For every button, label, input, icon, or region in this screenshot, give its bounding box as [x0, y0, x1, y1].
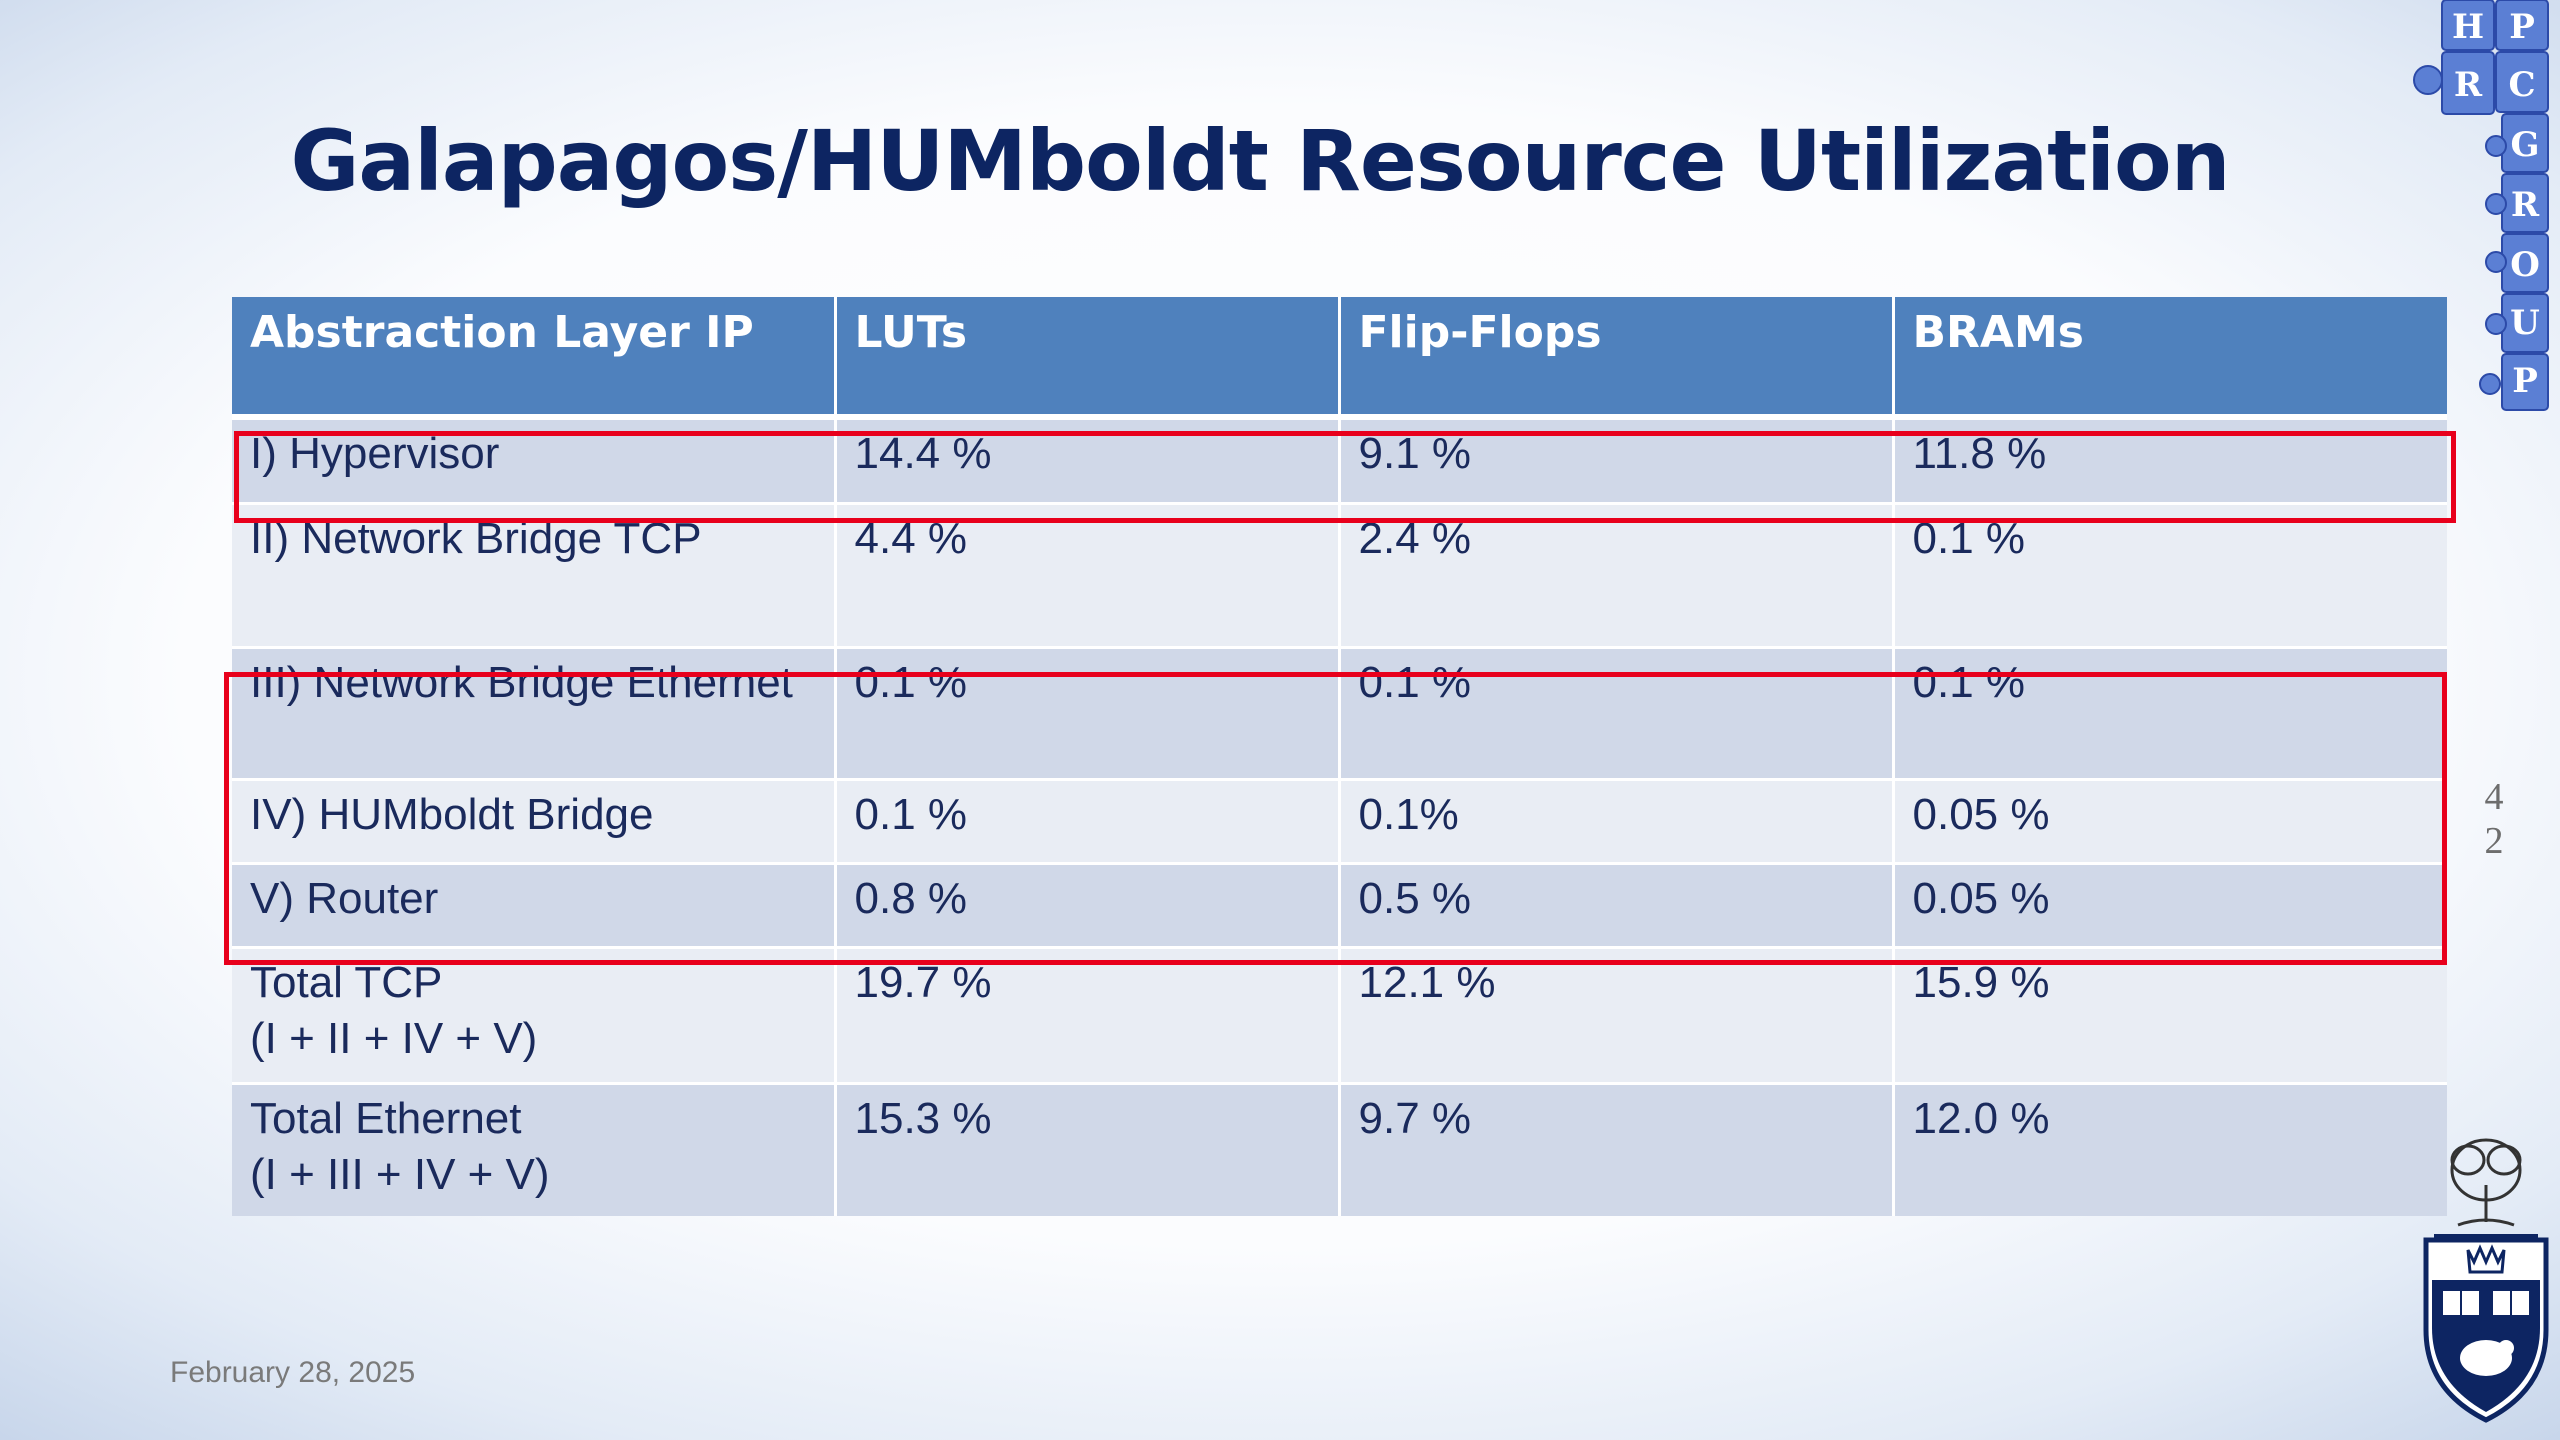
logo-letter: C	[2508, 65, 2535, 105]
logo-letter: P	[2512, 361, 2538, 401]
puzzle-logo-icon: H P R C G R O U P	[2413, 0, 2549, 411]
table-row: Total TCP (I + II + IV + V) 19.7 % 12.1 …	[232, 945, 2447, 1083]
row-ip: Total Ethernet (I + III + IV + V)	[232, 1081, 835, 1216]
logo-letter: U	[2510, 303, 2540, 343]
row-brams: 0.05 %	[1891, 777, 2447, 863]
row-ip-formula: (I + III + IV + V)	[250, 1149, 550, 1199]
table-row: III) Network Bridge Ethernet 0.1 % 0.1 %…	[232, 645, 2447, 779]
page-number-digit: 2	[2484, 820, 2504, 862]
table-row: II) Network Bridge TCP 4.4 % 2.4 % 0.1 %	[232, 501, 2447, 647]
row-ip: V) Router	[232, 861, 835, 947]
table-row: I) Hypervisor 14.4 % 9.1 % 11.8 %	[232, 415, 2447, 503]
logo-letter: R	[2511, 185, 2540, 225]
row-flip-flops: 2.4 %	[1337, 501, 1893, 647]
table-row: IV) HUMboldt Bridge 0.1 % 0.1% 0.05 %	[232, 777, 2447, 863]
row-luts: 0.1 %	[833, 645, 1339, 779]
row-ip-formula: (I + II + IV + V)	[250, 1013, 538, 1063]
university-crest-icon	[2423, 1138, 2549, 1423]
table-row: Total Ethernet (I + III + IV + V) 15.3 %…	[232, 1081, 2447, 1216]
row-flip-flops: 0.1 %	[1337, 645, 1893, 779]
row-luts: 15.3 %	[833, 1081, 1339, 1216]
logo-letter: O	[2510, 245, 2540, 285]
header-abstraction-layer-ip: Abstraction Layer IP	[232, 297, 835, 420]
logo-letter: G	[2510, 125, 2539, 165]
row-flip-flops: 9.7 %	[1337, 1081, 1893, 1216]
row-brams: 0.05 %	[1891, 861, 2447, 947]
row-luts: 14.4 %	[833, 415, 1339, 503]
row-ip-label: Total Ethernet	[250, 1093, 522, 1143]
row-flip-flops: 0.1%	[1337, 777, 1893, 863]
logo-letter: R	[2454, 65, 2483, 105]
row-luts: 0.1 %	[833, 777, 1339, 863]
slide-date: February 28, 2025	[170, 1356, 416, 1389]
row-luts: 0.8 %	[833, 861, 1339, 947]
row-brams: 11.8 %	[1891, 415, 2447, 503]
header-flip-flops: Flip-Flops	[1337, 297, 1893, 420]
table-row: V) Router 0.8 % 0.5 % 0.05 %	[232, 861, 2447, 947]
table-header-row: Abstraction Layer IP LUTs Flip-Flops BRA…	[232, 297, 2447, 420]
row-ip: I) Hypervisor	[232, 415, 835, 503]
row-brams: 12.0 %	[1891, 1081, 2447, 1216]
logo-letter: H	[2452, 7, 2484, 47]
row-flip-flops: 9.1 %	[1337, 415, 1893, 503]
row-brams: 0.1 %	[1891, 645, 2447, 779]
row-ip-label: Total TCP	[250, 957, 443, 1007]
row-luts: 19.7 %	[833, 945, 1339, 1083]
resource-utilization-table: Abstraction Layer IP LUTs Flip-Flops BRA…	[232, 297, 2447, 1216]
header-luts: LUTs	[833, 297, 1339, 420]
row-ip: III) Network Bridge Ethernet	[232, 645, 835, 779]
row-ip: IV) HUMboldt Bridge	[232, 777, 835, 863]
row-luts: 4.4 %	[833, 501, 1339, 647]
header-brams: BRAMs	[1891, 297, 2447, 420]
row-ip: II) Network Bridge TCP	[232, 501, 835, 647]
page-number-digit: 4	[2484, 776, 2504, 818]
row-flip-flops: 12.1 %	[1337, 945, 1893, 1083]
row-ip: Total TCP (I + II + IV + V)	[232, 945, 835, 1083]
row-brams: 0.1 %	[1891, 501, 2447, 647]
row-brams: 15.9 %	[1891, 945, 2447, 1083]
row-flip-flops: 0.5 %	[1337, 861, 1893, 947]
slide-page-number: 4 2	[2479, 775, 2509, 863]
logo-letter: P	[2509, 7, 2535, 47]
slide-title: Galapagos/HUMboldt Resource Utilization	[290, 112, 2230, 210]
